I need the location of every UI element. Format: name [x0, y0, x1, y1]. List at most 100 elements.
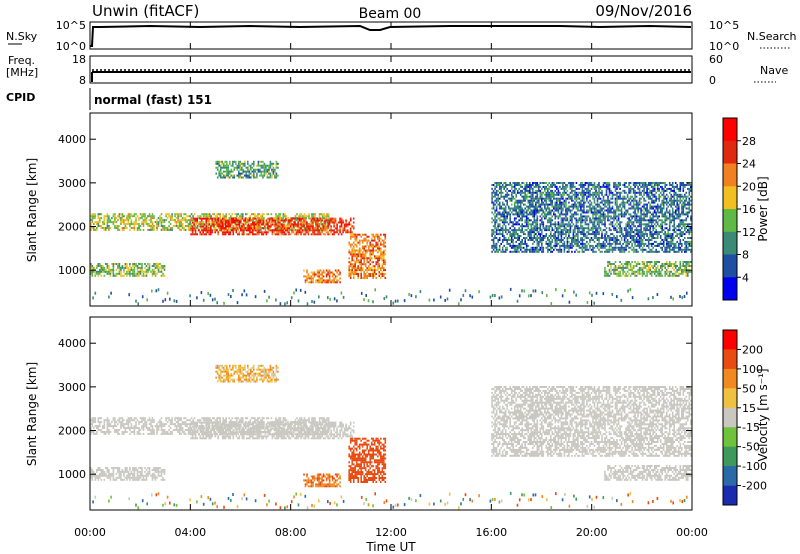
power-cell	[653, 223, 656, 226]
power-cell	[513, 184, 516, 186]
freq-left-tick-top: 18	[72, 53, 86, 66]
power-cell	[269, 174, 272, 177]
power-cell	[361, 251, 364, 254]
power-cell	[568, 250, 570, 253]
power-cell	[501, 191, 504, 194]
power-cell	[381, 267, 384, 270]
power-cell	[617, 219, 620, 222]
power-cell	[318, 231, 320, 234]
power-cell	[510, 250, 513, 253]
power-cell	[383, 243, 385, 246]
power-cell	[529, 187, 531, 190]
power-cell	[495, 250, 498, 253]
power-cell	[595, 244, 597, 247]
power-cell	[351, 233, 353, 236]
power-cell	[363, 275, 365, 277]
power-cell	[165, 228, 167, 231]
power-cell	[611, 191, 614, 194]
power-cell	[649, 229, 651, 232]
power-cell	[276, 231, 278, 234]
power-cell	[145, 270, 148, 273]
power-cell	[536, 242, 539, 245]
power-cell	[287, 217, 289, 220]
power-cell	[267, 223, 269, 226]
power-cell	[138, 270, 140, 273]
power-cell	[617, 242, 620, 245]
power-cell	[536, 237, 539, 239]
power-cell	[592, 246, 594, 249]
power-cell	[258, 221, 260, 224]
power-cell	[259, 160, 261, 163]
power-cell	[617, 248, 620, 251]
power-cell	[529, 229, 531, 232]
power-cell	[364, 237, 367, 240]
power-cell	[623, 239, 626, 241]
power-cell	[307, 227, 310, 230]
power-cell	[625, 213, 627, 216]
power-cell	[622, 250, 624, 253]
power-cell	[634, 217, 636, 220]
power-cell	[306, 221, 308, 224]
power-cell	[559, 215, 561, 218]
power-cell	[587, 233, 590, 236]
power-cell	[162, 227, 164, 229]
power-cell	[553, 184, 555, 186]
power-cell	[575, 248, 578, 251]
power-cell	[574, 185, 576, 188]
power-cell	[578, 219, 581, 222]
power-cell	[227, 166, 230, 169]
power-cell	[542, 246, 545, 249]
power-cell	[226, 168, 228, 171]
power-cell	[590, 203, 593, 206]
power-cell	[541, 242, 543, 245]
power-cell	[539, 219, 542, 222]
power-cell	[201, 227, 203, 229]
power-cell	[601, 209, 603, 212]
power-cell	[637, 219, 639, 222]
power-cell	[550, 233, 552, 236]
power-cell	[221, 223, 224, 226]
power-cell	[262, 164, 264, 167]
power-cell	[566, 197, 569, 200]
power-cell	[592, 239, 594, 241]
power-cell	[509, 197, 511, 200]
power-cell	[117, 266, 119, 269]
power-cell	[616, 240, 618, 243]
power-cell	[348, 271, 350, 274]
power-cell	[515, 201, 517, 204]
power-cell	[97, 274, 100, 277]
power-cell	[383, 253, 385, 256]
power-cell	[503, 197, 505, 200]
power-cell	[318, 281, 320, 284]
power-cell	[254, 170, 257, 173]
power-cell	[571, 203, 573, 206]
power-cell	[375, 273, 377, 275]
power-cell	[133, 228, 136, 231]
power-cell	[153, 227, 155, 229]
power-cell	[202, 225, 204, 228]
power-cell	[500, 182, 502, 184]
power-cell	[572, 239, 575, 241]
power-cell	[521, 182, 523, 184]
power-cell	[547, 221, 549, 224]
power-cell	[377, 237, 379, 240]
power-cell	[194, 225, 197, 228]
power-cell	[157, 223, 160, 225]
power-cell	[384, 233, 387, 236]
power-cell	[239, 168, 242, 171]
power-cell	[212, 223, 215, 226]
power-cell	[377, 261, 379, 264]
power-cell	[563, 223, 566, 226]
power-cell	[577, 207, 579, 210]
power-cell	[619, 231, 621, 234]
power-cell	[637, 207, 639, 210]
power-cell	[336, 229, 338, 232]
power-cell	[280, 233, 283, 236]
power-cell	[640, 229, 642, 232]
power-cell	[271, 233, 274, 236]
power-cell	[96, 221, 98, 224]
power-cell	[294, 233, 296, 236]
power-cell	[156, 272, 158, 275]
power-cell	[331, 275, 334, 278]
power-cell	[525, 209, 528, 212]
